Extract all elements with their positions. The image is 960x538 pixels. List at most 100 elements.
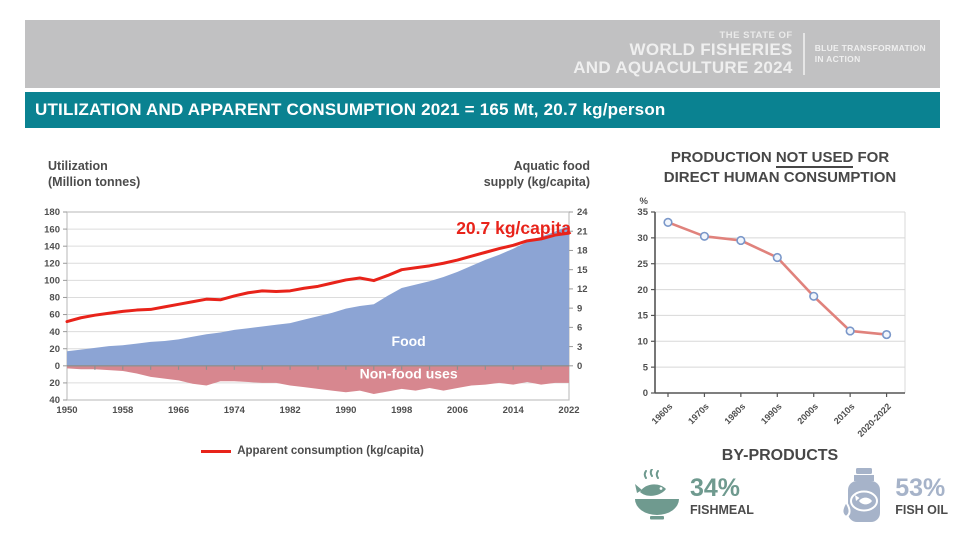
fish-oil-icon <box>841 468 881 522</box>
y-axis-unit-label: % <box>640 196 649 207</box>
fishmeal-text: 34% FISHMEAL <box>690 475 754 516</box>
fish-oil-label: FISH OIL <box>895 502 948 517</box>
x-tick-label: 1990 <box>335 405 356 416</box>
y-tick-label: 5 <box>643 362 649 373</box>
consumption-annotation: 20.7 kg/capita <box>456 218 571 238</box>
y-tick-label: 0 <box>643 388 648 399</box>
y-tick-label: 160 <box>44 224 60 235</box>
fishmeal-label: FISHMEAL <box>690 502 754 517</box>
x-tick-label: 2006 <box>447 405 468 416</box>
fishmeal-stat: 34% FISHMEAL <box>632 468 754 524</box>
report-title-line2: AND AQUACULTURE 2024 <box>573 57 793 77</box>
y2-tick-label: 9 <box>577 303 582 314</box>
data-point-marker <box>845 326 855 336</box>
fish-oil-text: 53% FISH OIL <box>895 475 948 516</box>
y-tick-label: 140 <box>44 241 60 252</box>
data-point-marker <box>809 291 819 301</box>
y-tick-label: 30 <box>637 233 648 244</box>
x-tick-label: 1960s <box>650 401 675 426</box>
x-tick-label: 2014 <box>503 405 525 416</box>
y2-tick-label: 0 <box>577 361 582 372</box>
y-tick-label: 100 <box>44 276 60 287</box>
left-axis-title: Utilization (Million tonnes) <box>48 158 140 191</box>
y-tick-label: 25 <box>637 259 648 270</box>
x-tick-label: 2020-2022 <box>855 401 893 439</box>
slide-title: UTILIZATION AND APPARENT CONSUMPTION 202… <box>35 100 666 119</box>
food-area-label: Food <box>392 333 426 349</box>
report-pretitle: THE STATE OF <box>719 30 793 42</box>
fish-oil-stat: 53% FISH OIL <box>839 468 948 524</box>
apparent-consumption-line <box>65 231 571 324</box>
fish-oil-value: 53% <box>895 474 946 503</box>
y2-tick-label: 15 <box>577 265 588 276</box>
y2-tick-label: 21 <box>577 226 588 237</box>
y-tick-label: 0 <box>55 361 60 372</box>
report-tagline-line1: BLUE TRANSFORMATION <box>814 43 926 54</box>
x-tick-label: 1966 <box>168 405 189 416</box>
right-chart-title: PRODUCTION NOT USED FOR DIRECT HUMAN CON… <box>628 148 932 187</box>
y-tick-label: 15 <box>637 311 648 322</box>
y2-tick-label: 24 <box>577 207 588 218</box>
y-tick-label: 20 <box>49 378 60 389</box>
report-banner: THE STATE OF WORLD FISHERIES AND AQUACUL… <box>25 20 940 88</box>
y-tick-label: 20 <box>49 344 60 355</box>
y-tick-label: 20 <box>637 285 648 296</box>
report-title-block: THE STATE OF WORLD FISHERIES AND AQUACUL… <box>573 31 792 77</box>
data-point-marker <box>772 252 782 263</box>
y-tick-label: 40 <box>49 327 60 338</box>
share-line <box>667 221 887 336</box>
x-tick-label: 2000s <box>795 401 820 426</box>
x-tick-label: 1970s <box>686 401 711 426</box>
right-chart-title-suffix: FOR <box>853 149 890 166</box>
y-tick-label: 10 <box>637 336 648 347</box>
right-axis-title-line1: Aquatic food <box>513 159 590 173</box>
y2-tick-label: 6 <box>577 323 582 334</box>
x-tick-label: 1980s <box>723 401 748 426</box>
right-axis-title-line2: supply (kg/capita) <box>483 175 590 190</box>
food-area <box>67 225 569 366</box>
y-tick-label: 35 <box>637 207 648 218</box>
y-tick-label: 40 <box>49 395 60 406</box>
y-tick-label: 120 <box>44 258 60 269</box>
x-tick-label: 1998 <box>391 405 412 416</box>
y-tick-label: 80 <box>49 293 60 304</box>
right-chart-title-line2: DIRECT HUMAN CONSUMPTION <box>663 168 897 186</box>
right-chart-title-prefix: PRODUCTION <box>670 149 776 166</box>
chart-legend: Apparent consumption (kg/capita) <box>35 445 590 457</box>
report-title-line1: WORLD FISHERIES <box>629 40 793 60</box>
data-point-marker <box>663 217 673 227</box>
x-tick-label: 1990s <box>759 401 784 426</box>
left-axis-title-line2: (Million tonnes) <box>48 175 141 190</box>
x-tick-label: 1950 <box>56 405 77 416</box>
y2-tick-label: 3 <box>577 342 582 353</box>
non-food-area-label: Non-food uses <box>360 366 458 382</box>
byproducts-heading: BY-PRODUCTS <box>721 447 839 464</box>
x-tick-label: 2022 <box>558 405 579 416</box>
right-chart-title-underlined: NOT USED <box>775 149 854 168</box>
y2-tick-label: 18 <box>577 246 588 257</box>
x-tick-label: 1974 <box>224 405 246 416</box>
data-point-marker <box>881 329 892 340</box>
data-point-marker <box>736 235 746 246</box>
fishmeal-value: 34% <box>690 474 741 503</box>
report-tagline: BLUE TRANSFORMATION IN ACTION <box>815 43 926 64</box>
right-axis-title: Aquatic food supply (kg/capita) <box>420 158 590 191</box>
y-tick-label: 180 <box>44 207 60 218</box>
y-tick-label: 60 <box>49 310 60 321</box>
x-tick-label: 1982 <box>280 405 301 416</box>
left-axis-title-line1: Utilization <box>48 159 108 173</box>
slide-title-bar: UTILIZATION AND APPARENT CONSUMPTION 202… <box>25 92 940 128</box>
x-tick-label: 2010s <box>832 401 857 426</box>
legend-line-swatch <box>201 449 232 453</box>
x-tick-label: 1958 <box>112 405 133 416</box>
y2-tick-label: 12 <box>577 284 588 295</box>
banner-divider <box>802 33 805 75</box>
report-tagline-line2: IN ACTION <box>814 54 861 64</box>
non-food-share-chart: 35 30 25 20 15 10 5 0% 1960s 1970s 1980s 1990s 2000s… <box>637 196 906 439</box>
legend-label: Apparent consumption (kg/capita) <box>237 445 424 457</box>
data-point-marker <box>699 231 710 241</box>
non-food-area <box>67 365 569 395</box>
fishmeal-icon <box>635 469 679 520</box>
byproducts-stats: 34% FISHMEAL 53% FISH OIL <box>632 468 948 524</box>
